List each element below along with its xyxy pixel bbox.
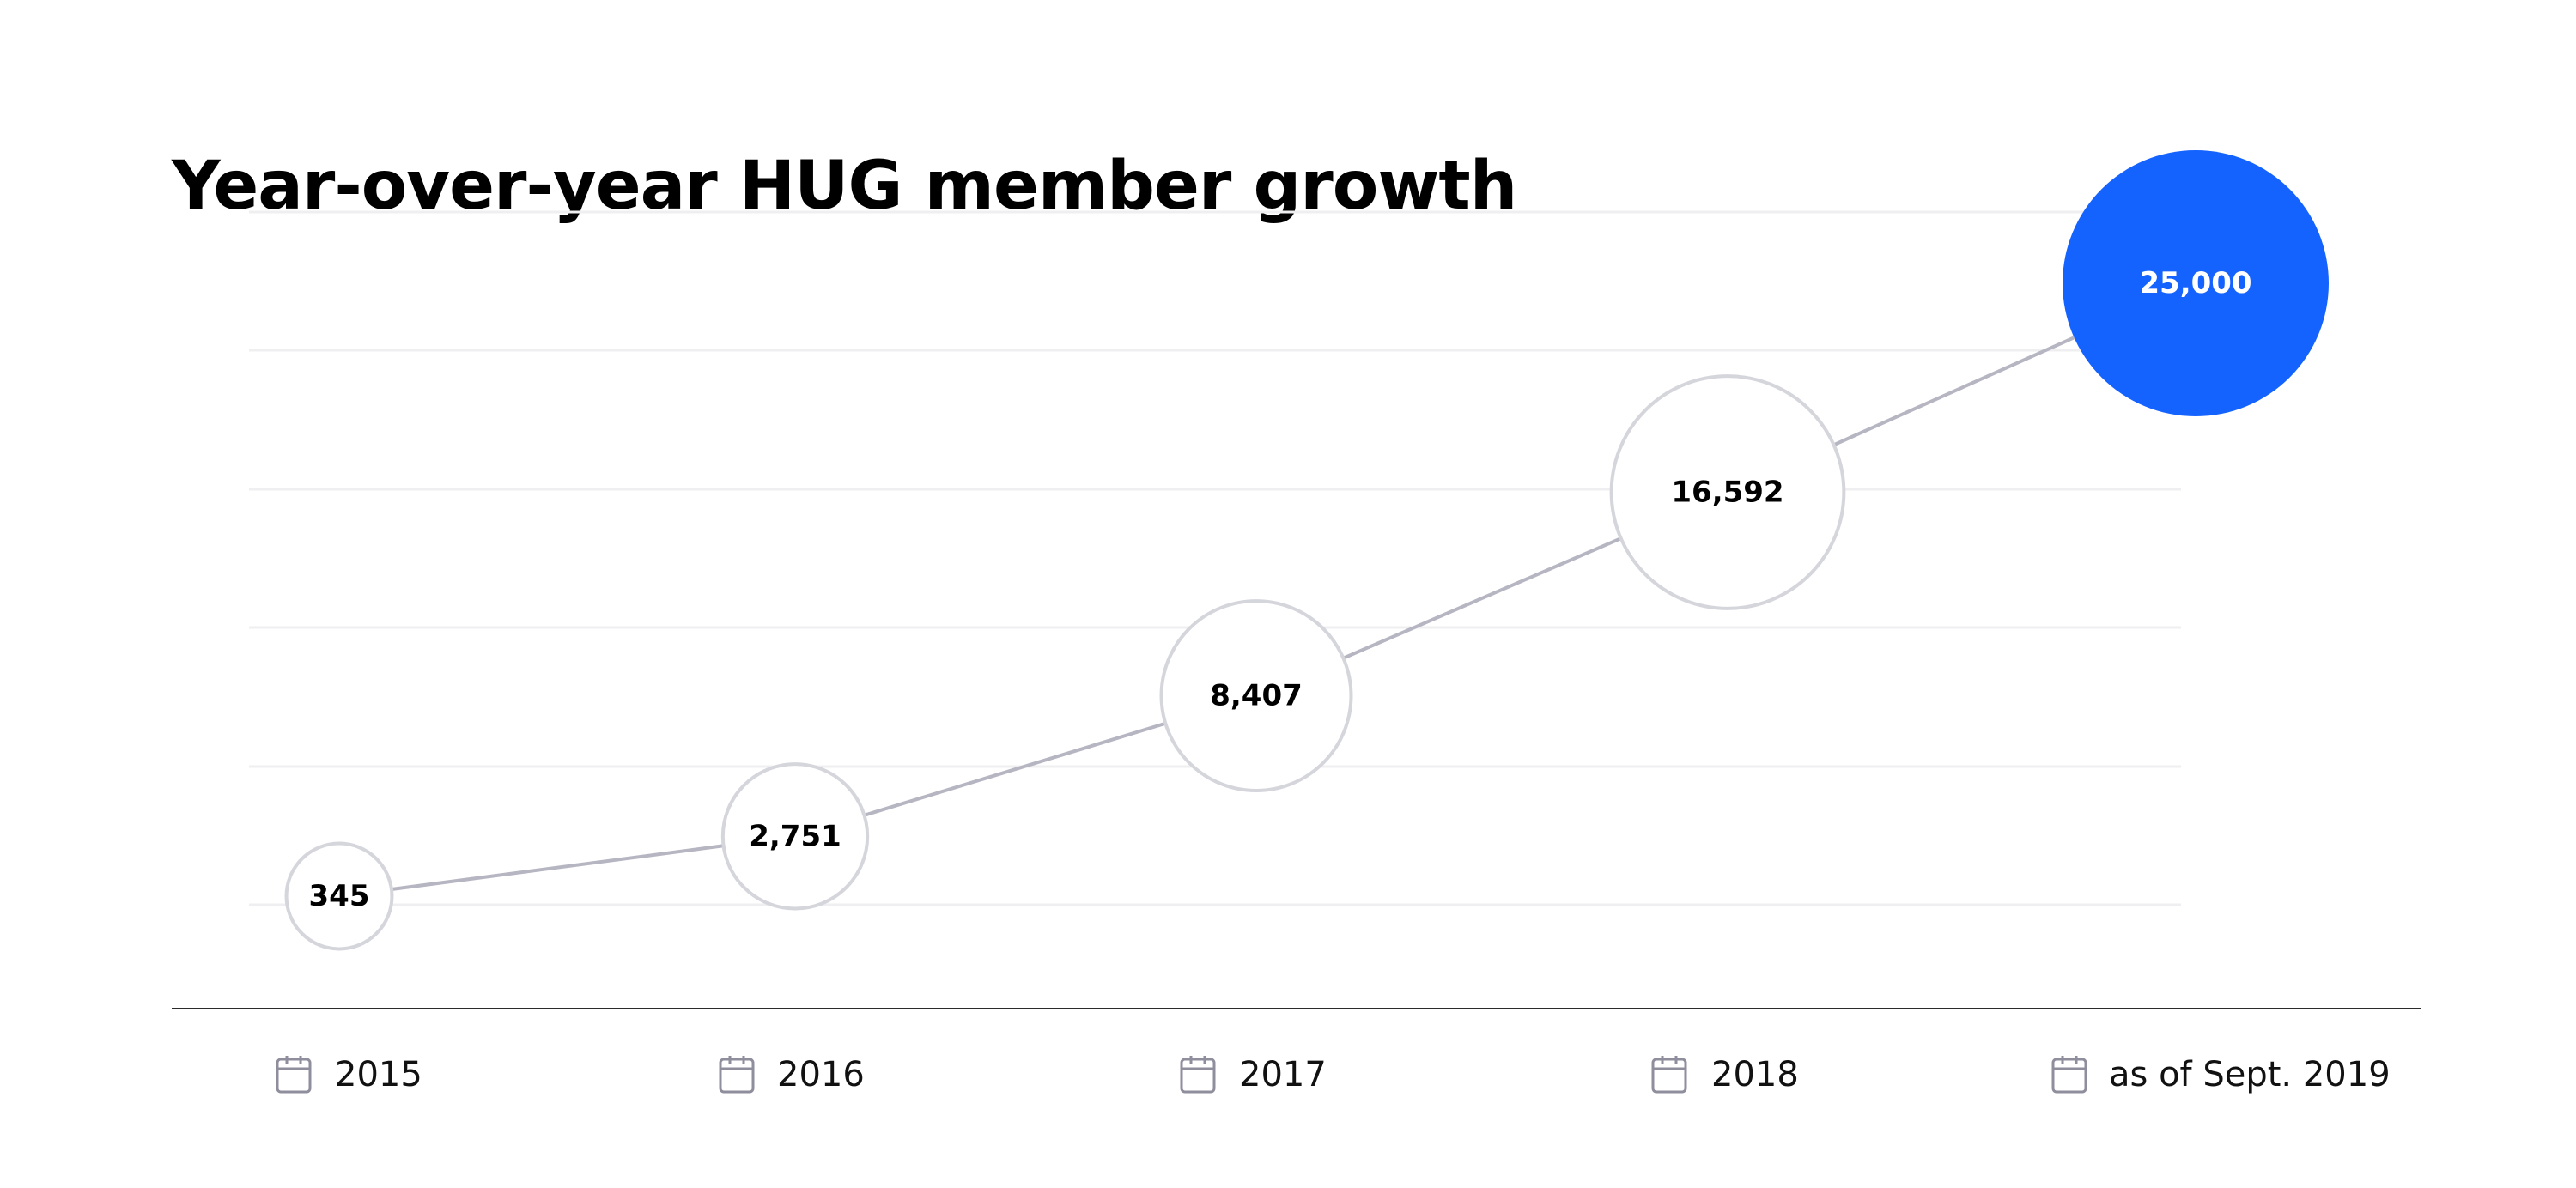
calendar-icon — [276, 1056, 312, 1094]
x-axis-label: 2016 — [777, 1055, 865, 1094]
calendar-icon — [1651, 1056, 1687, 1094]
bubble — [720, 762, 870, 911]
connector-lines — [391, 336, 2075, 891]
x-axis-labels: 2015 2016 2017 2018 as of Sept. 2019 — [276, 1055, 2391, 1094]
bubble-value-label: 25,000 — [2139, 266, 2251, 300]
connector-line-3 — [1342, 536, 1622, 660]
bubble-value-label: 2,751 — [749, 819, 841, 853]
x-axis-label: 2015 — [335, 1055, 422, 1094]
connector-line-1 — [391, 844, 724, 891]
bubble — [1609, 374, 1846, 610]
bubble-highlight — [2063, 150, 2329, 416]
connector-line-2 — [863, 721, 1166, 817]
calendar-icon — [1180, 1056, 1216, 1094]
bubble-value-label: 8,407 — [1210, 679, 1303, 713]
calendar-icon — [719, 1056, 755, 1094]
bubble-value-label: 16,592 — [1671, 475, 1783, 509]
bubble-value-label: 345 — [309, 879, 370, 913]
connector-line-4 — [1832, 336, 2075, 447]
bubble — [1159, 599, 1353, 793]
x-axis-label: as of Sept. 2019 — [2109, 1055, 2391, 1094]
x-axis-label: 2017 — [1239, 1055, 1327, 1094]
calendar-icon — [2051, 1056, 2087, 1094]
x-axis-label: 2018 — [1711, 1055, 1799, 1094]
bubble — [284, 841, 394, 951]
data-bubbles: 345 2,751 8,407 16,592 25,000 — [284, 150, 2329, 951]
gridlines — [249, 210, 2181, 906]
